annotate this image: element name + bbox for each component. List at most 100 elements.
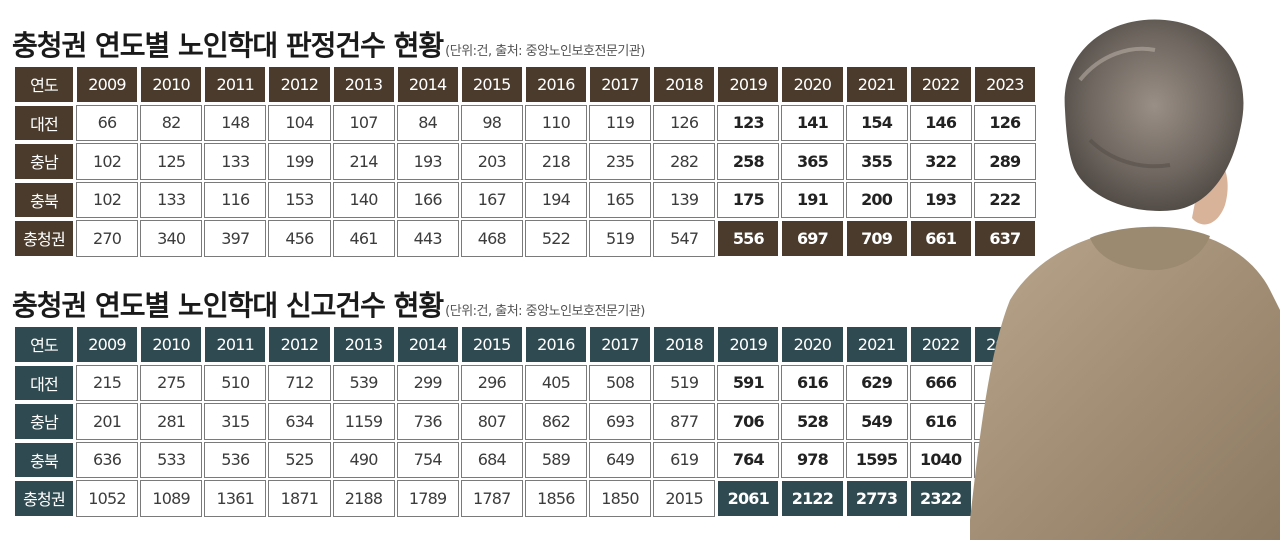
cell-2015: 1787 [460,480,523,517]
year-header-2011: 2011 [204,326,267,363]
table2-unit-note: (단위:건, 출처: 중앙노인보호전문기관) [445,304,645,319]
cell-2017: 508 [589,364,652,401]
cell-2020: 2122 [781,480,844,517]
cell-2013: 1159 [332,403,395,440]
cell-2020: 697 [781,220,844,257]
cell-2017: 165 [589,181,652,218]
cell-2016: 218 [524,143,587,180]
cell-2019: 706 [717,403,780,440]
year-header-2018: 2018 [653,326,716,363]
cell-2017: 235 [589,143,652,180]
cell-2019: 258 [717,143,780,180]
cell-2019: 556 [717,220,780,257]
year-header-2022: 2022 [909,326,972,363]
cell-2023: 126 [973,104,1036,141]
cell-2023: 637 [973,220,1036,257]
table1-unit-note: (단위:건, 출처: 중앙노인보호전문기관) [445,44,645,59]
cell-2018: 126 [653,104,716,141]
cell-2022: 322 [909,143,972,180]
cell-2012: 525 [268,441,331,478]
cell-2017: 119 [589,104,652,141]
total-row: 충청권 270 340 397 456 461 443 468 522 519 547 556 697 7… [14,220,1036,257]
cell-2011: 510 [204,364,267,401]
cell-2021: 709 [845,220,908,257]
row-label: 충북 [14,441,74,478]
cell-2014: 166 [396,181,459,218]
year-header-2016: 2016 [524,66,587,103]
year-header-2009: 2009 [76,66,139,103]
table-row: 충북 102 133 116 153 140 166 167 194 165 139 175 191 20… [14,181,1036,218]
year-header-2010: 2010 [140,326,203,363]
cell-2021: 1595 [845,441,908,478]
year-header-2016: 2016 [524,326,587,363]
year-header-2020: 2020 [781,66,844,103]
year-header-2022: 2022 [909,66,972,103]
cell-2022: 193 [909,181,972,218]
table-row: 충남 201 281 315 634 1159 736 807 862 693 877 706 528 5… [14,403,1036,440]
cell-2017: 1850 [589,480,652,517]
year-header-2013: 2013 [332,326,395,363]
cell-2014: 193 [396,143,459,180]
cell-2019: 123 [717,104,780,141]
cell-2010: 82 [140,104,203,141]
header-year-label: 연도 [14,66,74,103]
table2-title-block: 충청권 연도별 노인학대 신고건수 현황 (단위:건, 출처: 중앙노인보호전문기… [12,284,645,324]
cell-2014: 1789 [396,480,459,517]
cell-2018: 519 [653,364,716,401]
year-header-2012: 2012 [268,66,331,103]
cell-2018: 877 [653,403,716,440]
cell-2021: 2773 [845,480,908,517]
cell-2013: 214 [332,143,395,180]
cell-2022: 666 [909,364,972,401]
cell-2010: 133 [140,181,203,218]
cell-2010: 281 [140,403,203,440]
cell-2020: 365 [781,143,844,180]
cell-2012: 456 [268,220,331,257]
cell-2018: 139 [653,181,716,218]
year-header-2010: 2010 [140,66,203,103]
cell-2022: 146 [909,104,972,141]
cell-2012: 712 [268,364,331,401]
cell-2019: 764 [717,441,780,478]
cell-2018: 282 [653,143,716,180]
cell-2014: 736 [396,403,459,440]
cell-2011: 536 [204,441,267,478]
row-label: 충청권 [14,220,74,257]
cell-2019: 591 [717,364,780,401]
cell-2013: 461 [332,220,395,257]
cell-2009: 201 [76,403,139,440]
cell-2020: 528 [781,403,844,440]
year-header-2017: 2017 [589,326,652,363]
header-year-label: 연도 [14,326,74,363]
cell-2022: 661 [909,220,972,257]
year-header-2018: 2018 [653,66,716,103]
cell-2013: 107 [332,104,395,141]
cell-2011: 116 [204,181,267,218]
year-header-2021: 2021 [845,66,908,103]
cell-2009: 66 [76,104,139,141]
year-header-2015: 2015 [460,66,523,103]
year-header-2014: 2014 [396,326,459,363]
year-header-2020: 2020 [781,326,844,363]
cell-2014: 754 [396,441,459,478]
cell-2010: 125 [140,143,203,180]
cell-2009: 215 [76,364,139,401]
cell-2017: 649 [589,441,652,478]
cell-2011: 1361 [204,480,267,517]
cell-2011: 315 [204,403,267,440]
cell-2011: 397 [204,220,267,257]
cell-2012: 153 [268,181,331,218]
table-row: 충북 636 533 536 525 490 754 684 589 649 619 764 978 15… [14,441,1036,478]
cell-2015: 807 [460,403,523,440]
row-label: 충남 [14,143,74,180]
cell-2022: 1040 [909,441,972,478]
year-header-2014: 2014 [396,66,459,103]
cell-2011: 133 [204,143,267,180]
year-header-2021: 2021 [845,326,908,363]
year-header-2017: 2017 [589,66,652,103]
year-header-2011: 2011 [204,66,267,103]
cell-2021: 154 [845,104,908,141]
year-header-2023: 2023 [973,66,1036,103]
table2-reported-cases: 연도 2009 2010 2011 2012 2013 2014 2015 2016 2017 20… [12,324,1038,519]
table1-title-block: 충청권 연도별 노인학대 판정건수 현황 (단위:건, 출처: 중앙노인보호전문기… [12,24,645,64]
